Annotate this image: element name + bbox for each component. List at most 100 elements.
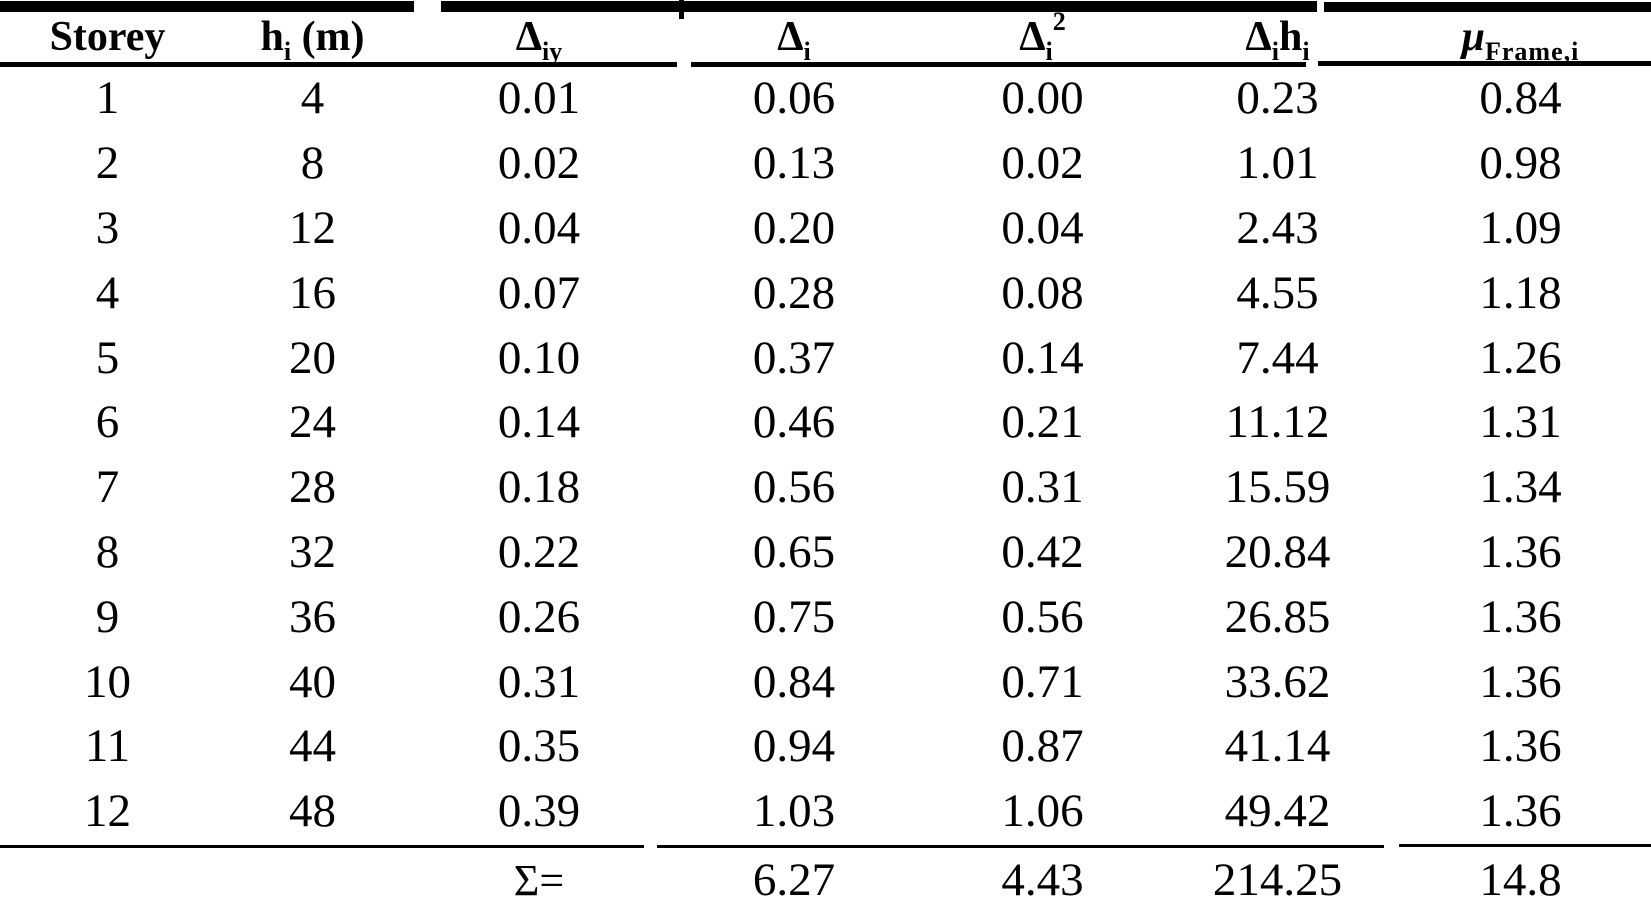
cell: 16 [289,266,336,319]
cell: 0.26 [497,590,581,643]
delta-symbol: Δ [1245,14,1272,60]
cell: 0.02 [497,137,581,190]
sum-row: Σ= 6.27 4.43 214.25 14.8 [0,844,1651,917]
cell: 32 [289,525,336,578]
cell: 0.98 [1479,137,1562,190]
cell: 6 [95,396,120,449]
cell: 0.04 [1001,201,1084,254]
cell [215,844,410,917]
cell: 0.08 [1001,266,1084,319]
cell: 0.56 [1001,590,1084,643]
header-subscript: i [1302,37,1310,66]
cell: 36 [289,590,336,643]
cell: 8 [95,525,120,578]
delta-symbol: Δ [777,14,804,60]
top-border-rule [1324,2,1651,12]
cell: 9 [95,590,120,643]
cell: 0.84 [752,655,836,708]
cell: 2.43 [1236,201,1319,254]
header-label: h [1278,14,1303,60]
column-header-storey: Storey [0,0,215,66]
cell: 1.36 [1479,785,1562,838]
cell: 1.36 [1479,525,1562,578]
cell: 49.42 [1224,785,1331,838]
cell: 10 [84,655,131,708]
cell: 15.59 [1224,461,1331,514]
cell: 2 [95,137,120,190]
cell: 0.21 [1001,396,1084,449]
cell: 3 [95,201,120,254]
cell: 1.26 [1479,331,1562,384]
cell: 4 [95,266,120,319]
cell: 1.36 [1479,720,1562,773]
cell: 40 [289,655,336,708]
cell: 0.04 [497,201,581,254]
column-header-delta-iy: Δiy [410,0,668,66]
sum-delta-i-squared: 4.43 [1001,854,1084,907]
cell: 1.36 [1479,590,1562,643]
cell: 11.12 [1225,396,1330,449]
table-row: 5 20 0.10 0.37 0.14 7.44 1.26 [0,325,1651,390]
cell: 0.31 [497,655,581,708]
header-unit: (m) [291,14,365,60]
footer-rule [0,845,644,848]
cell: 0.84 [1479,72,1562,125]
table-row: 6 24 0.14 0.46 0.21 11.12 1.31 [0,390,1651,455]
table-row: 3 12 0.04 0.20 0.04 2.43 1.09 [0,196,1651,261]
cell: 0.94 [752,720,836,773]
cell: 0.10 [497,331,581,384]
cell: 0.75 [752,590,836,643]
cell: 0.02 [1001,137,1084,190]
top-border-rule [441,1,1317,12]
cell: 0.28 [752,266,836,319]
header-subscript: Frame,i [1485,37,1580,66]
cell: 0.01 [497,72,581,125]
header-subscript: i [1045,37,1053,66]
table-row: 9 36 0.26 0.75 0.56 26.85 1.36 [0,584,1651,649]
header-rule [1318,61,1651,66]
cell: 1.03 [752,785,836,838]
cell: 11 [84,720,131,773]
cell: 1.36 [1479,655,1562,708]
cell: 41.14 [1224,720,1331,773]
top-border-rule [0,1,414,12]
cell: 0.31 [1001,461,1084,514]
cell: 0.00 [1001,72,1084,125]
cell: 0.14 [1001,331,1084,384]
cell: 0.18 [497,461,581,514]
table-row: 7 28 0.18 0.56 0.31 15.59 1.34 [0,455,1651,520]
column-header-delta-i: Δi [668,0,920,66]
cell: 1 [95,72,120,125]
cell: 5 [95,331,120,384]
cell: 28 [289,461,336,514]
table-header: Storey hi (m) Δiy Δi Δi2 Δihi μFrame,i [0,0,1651,66]
table-footer: Σ= 6.27 4.43 214.25 14.8 [0,844,1651,917]
table-body: 1 4 0.01 0.06 0.00 0.23 0.84 2 8 0.02 0.13 0.02 1.01… [0,66,1651,844]
header-rule [691,62,1306,67]
cell: 7.44 [1236,331,1319,384]
sum-symbol: Σ= [513,855,565,905]
cell: 0.42 [1001,525,1084,578]
column-header-delta-i-squared: Δi2 [920,0,1165,66]
column-header-mu-frame: μFrame,i [1390,0,1651,66]
mu-symbol: μ [1461,14,1485,60]
table-row: 1 4 0.01 0.06 0.00 0.23 0.84 [0,66,1651,131]
cell: 1.01 [1236,137,1319,190]
cell: 48 [289,785,336,838]
cell [0,844,215,917]
cell: 0.06 [752,72,836,125]
cell: 7 [95,461,120,514]
header-subscript: i [1271,37,1279,66]
cell: 1.34 [1479,461,1562,514]
header-superscript: 2 [1052,7,1066,36]
cell: 12 [84,785,131,838]
table-row: 11 44 0.35 0.94 0.87 41.14 1.36 [0,714,1651,779]
sum-mu-frame: 14.8 [1479,854,1562,907]
header-label: Storey [49,14,166,60]
cell: 0.35 [497,720,581,773]
cell: 8 [300,137,325,190]
table-row: 4 16 0.07 0.28 0.08 4.55 1.18 [0,260,1651,325]
cell: 0.14 [497,396,581,449]
cell: 0.65 [752,525,836,578]
